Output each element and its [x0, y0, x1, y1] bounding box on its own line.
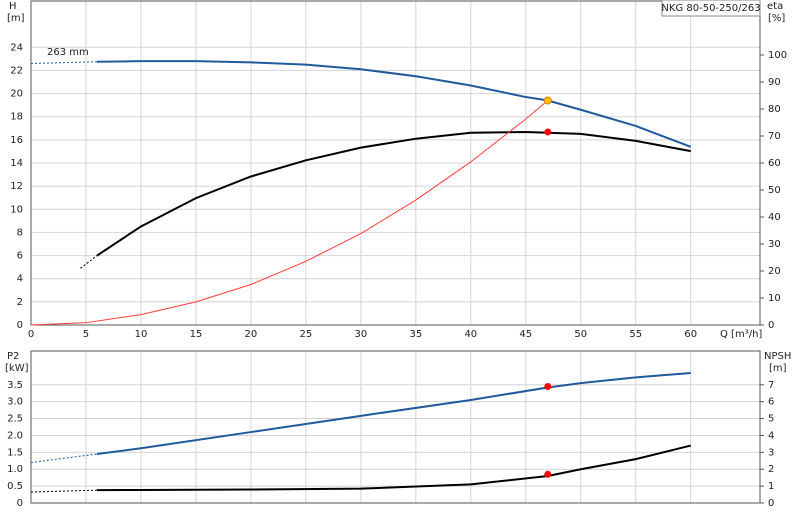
y2-tick-label: 70: [768, 131, 781, 142]
y-tick-label: 3.5: [7, 380, 23, 391]
y-tick-label: 18: [10, 112, 23, 123]
y-tick-label: 24: [10, 42, 23, 53]
y2-tick-label: 80: [768, 104, 781, 115]
y-tick-label: 4: [17, 274, 23, 285]
x-tick-label: 20: [245, 329, 258, 340]
chart-title: NKG 80-50-250/263: [661, 3, 760, 14]
x-tick-label: 15: [190, 329, 203, 340]
y2-tick-label: 0: [768, 498, 774, 509]
y2-tick-label: 10: [768, 293, 781, 304]
y-label: P2: [7, 351, 19, 362]
y2-tick-label: 7: [768, 380, 774, 391]
x-tick-label: 0: [28, 329, 34, 340]
y-tick-label: 20: [10, 89, 23, 100]
x-label: Q [m³/h]: [720, 329, 762, 340]
curve: [96, 60, 692, 148]
annotation: 263 mm: [47, 47, 89, 58]
x-tick-label: 25: [300, 329, 313, 340]
y-tick-label: 3.0: [7, 397, 23, 408]
plot-frame: [30, 350, 761, 504]
x-tick-label: 40: [464, 329, 477, 340]
curve: [96, 444, 691, 492]
y2-tick-label: 2: [768, 464, 774, 475]
y-tick-label: 10: [10, 204, 23, 215]
plot-frame: [30, 0, 761, 326]
curve: [30, 61, 97, 64]
y2-unit: [m]: [769, 363, 787, 374]
y-tick-label: 0: [17, 498, 23, 509]
y2-tick-label: 1: [768, 481, 774, 492]
x-tick-label: 60: [684, 329, 697, 340]
operating-point: [543, 96, 552, 105]
x-tick-label: 10: [135, 329, 148, 340]
y2-tick-label: 20: [768, 266, 781, 277]
operating-point: [544, 382, 552, 390]
y2-tick-label: 90: [768, 77, 781, 88]
y2-tick-label: 40: [768, 212, 781, 223]
y-label: H: [9, 1, 17, 12]
operating-point: [544, 470, 552, 478]
plot-background: [31, 351, 760, 503]
y-tick-label: 0.5: [7, 481, 23, 492]
curve: [30, 489, 97, 493]
y-tick-label: 16: [10, 135, 23, 146]
y-unit: [kW]: [5, 363, 29, 374]
y-unit: [m]: [7, 13, 25, 24]
curve: [80, 255, 98, 269]
x-tick-label: 50: [574, 329, 587, 340]
y2-tick-label: 50: [768, 185, 781, 196]
y2-tick-label: 4: [768, 430, 774, 441]
y2-tick-label: 0: [768, 320, 774, 331]
y-tick-label: 1.5: [7, 447, 23, 458]
curve: [30, 453, 98, 463]
y-tick-label: 2.0: [7, 430, 23, 441]
x-tick-label: 30: [354, 329, 367, 340]
y2-tick-label: 6: [768, 397, 774, 408]
y-tick-label: 0: [17, 320, 23, 331]
curve: [96, 130, 691, 257]
y2-tick-label: 100: [768, 50, 787, 61]
x-tick-label: 55: [629, 329, 642, 340]
operating-point: [544, 128, 552, 136]
y-tick-label: 2.5: [7, 414, 23, 425]
y2-label: NPSH: [764, 351, 791, 362]
y2-unit: [%]: [768, 13, 785, 24]
plots: 0 5 10 15 20 25 30 35 40 45 50 55 600246810121416182…: [7, 0, 787, 509]
title-box: [661, 0, 761, 17]
curve: [96, 371, 691, 456]
y2-tick-label: 5: [768, 414, 774, 425]
x-tick-label: 5: [83, 329, 89, 340]
y-tick-label: 14: [10, 158, 23, 169]
y2-label: eta: [767, 1, 783, 12]
y2-tick-label: 60: [768, 158, 781, 169]
y-tick-label: 8: [17, 227, 23, 238]
x-tick-label: 45: [519, 329, 532, 340]
y-tick-label: 1.0: [7, 464, 23, 475]
y-tick-label: 6: [17, 251, 23, 262]
y-tick-label: 2: [17, 297, 23, 308]
y-tick-label: 12: [10, 181, 23, 192]
y2-tick-label: 3: [768, 447, 774, 458]
x-tick-label: 35: [409, 329, 422, 340]
y-tick-label: 22: [10, 65, 23, 76]
y2-tick-label: 30: [768, 239, 781, 250]
curve: [30, 100, 549, 326]
